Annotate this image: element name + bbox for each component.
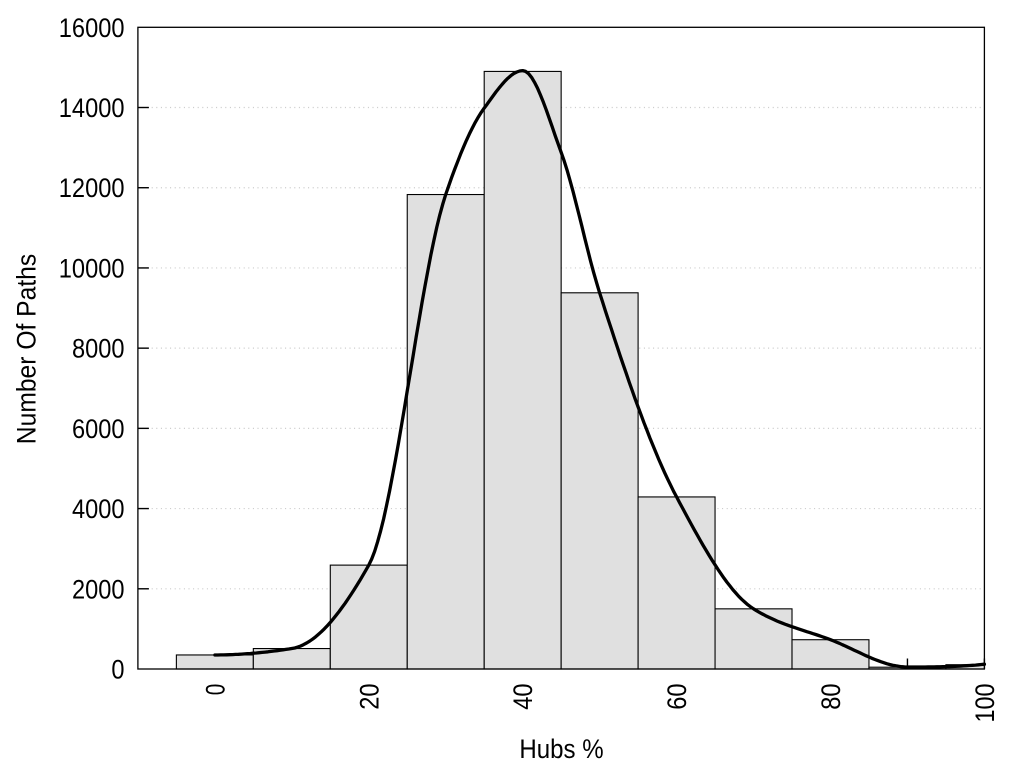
svg-text:40: 40	[508, 684, 538, 710]
svg-text:14000: 14000	[59, 93, 125, 123]
svg-text:8000: 8000	[72, 334, 125, 364]
svg-text:12000: 12000	[59, 173, 125, 203]
svg-text:80: 80	[816, 684, 846, 710]
svg-text:Hubs %: Hubs %	[519, 734, 603, 764]
svg-text:100: 100	[970, 684, 1000, 723]
svg-text:10000: 10000	[59, 253, 125, 283]
svg-text:4000: 4000	[72, 494, 125, 524]
svg-text:60: 60	[662, 684, 692, 710]
svg-text:2000: 2000	[72, 574, 125, 604]
svg-text:16000: 16000	[59, 13, 125, 43]
svg-text:0: 0	[111, 655, 124, 685]
svg-text:20: 20	[354, 684, 384, 710]
svg-text:Number Of Paths: Number Of Paths	[12, 254, 42, 444]
svg-text:6000: 6000	[72, 414, 125, 444]
svg-text:0: 0	[200, 684, 230, 696]
